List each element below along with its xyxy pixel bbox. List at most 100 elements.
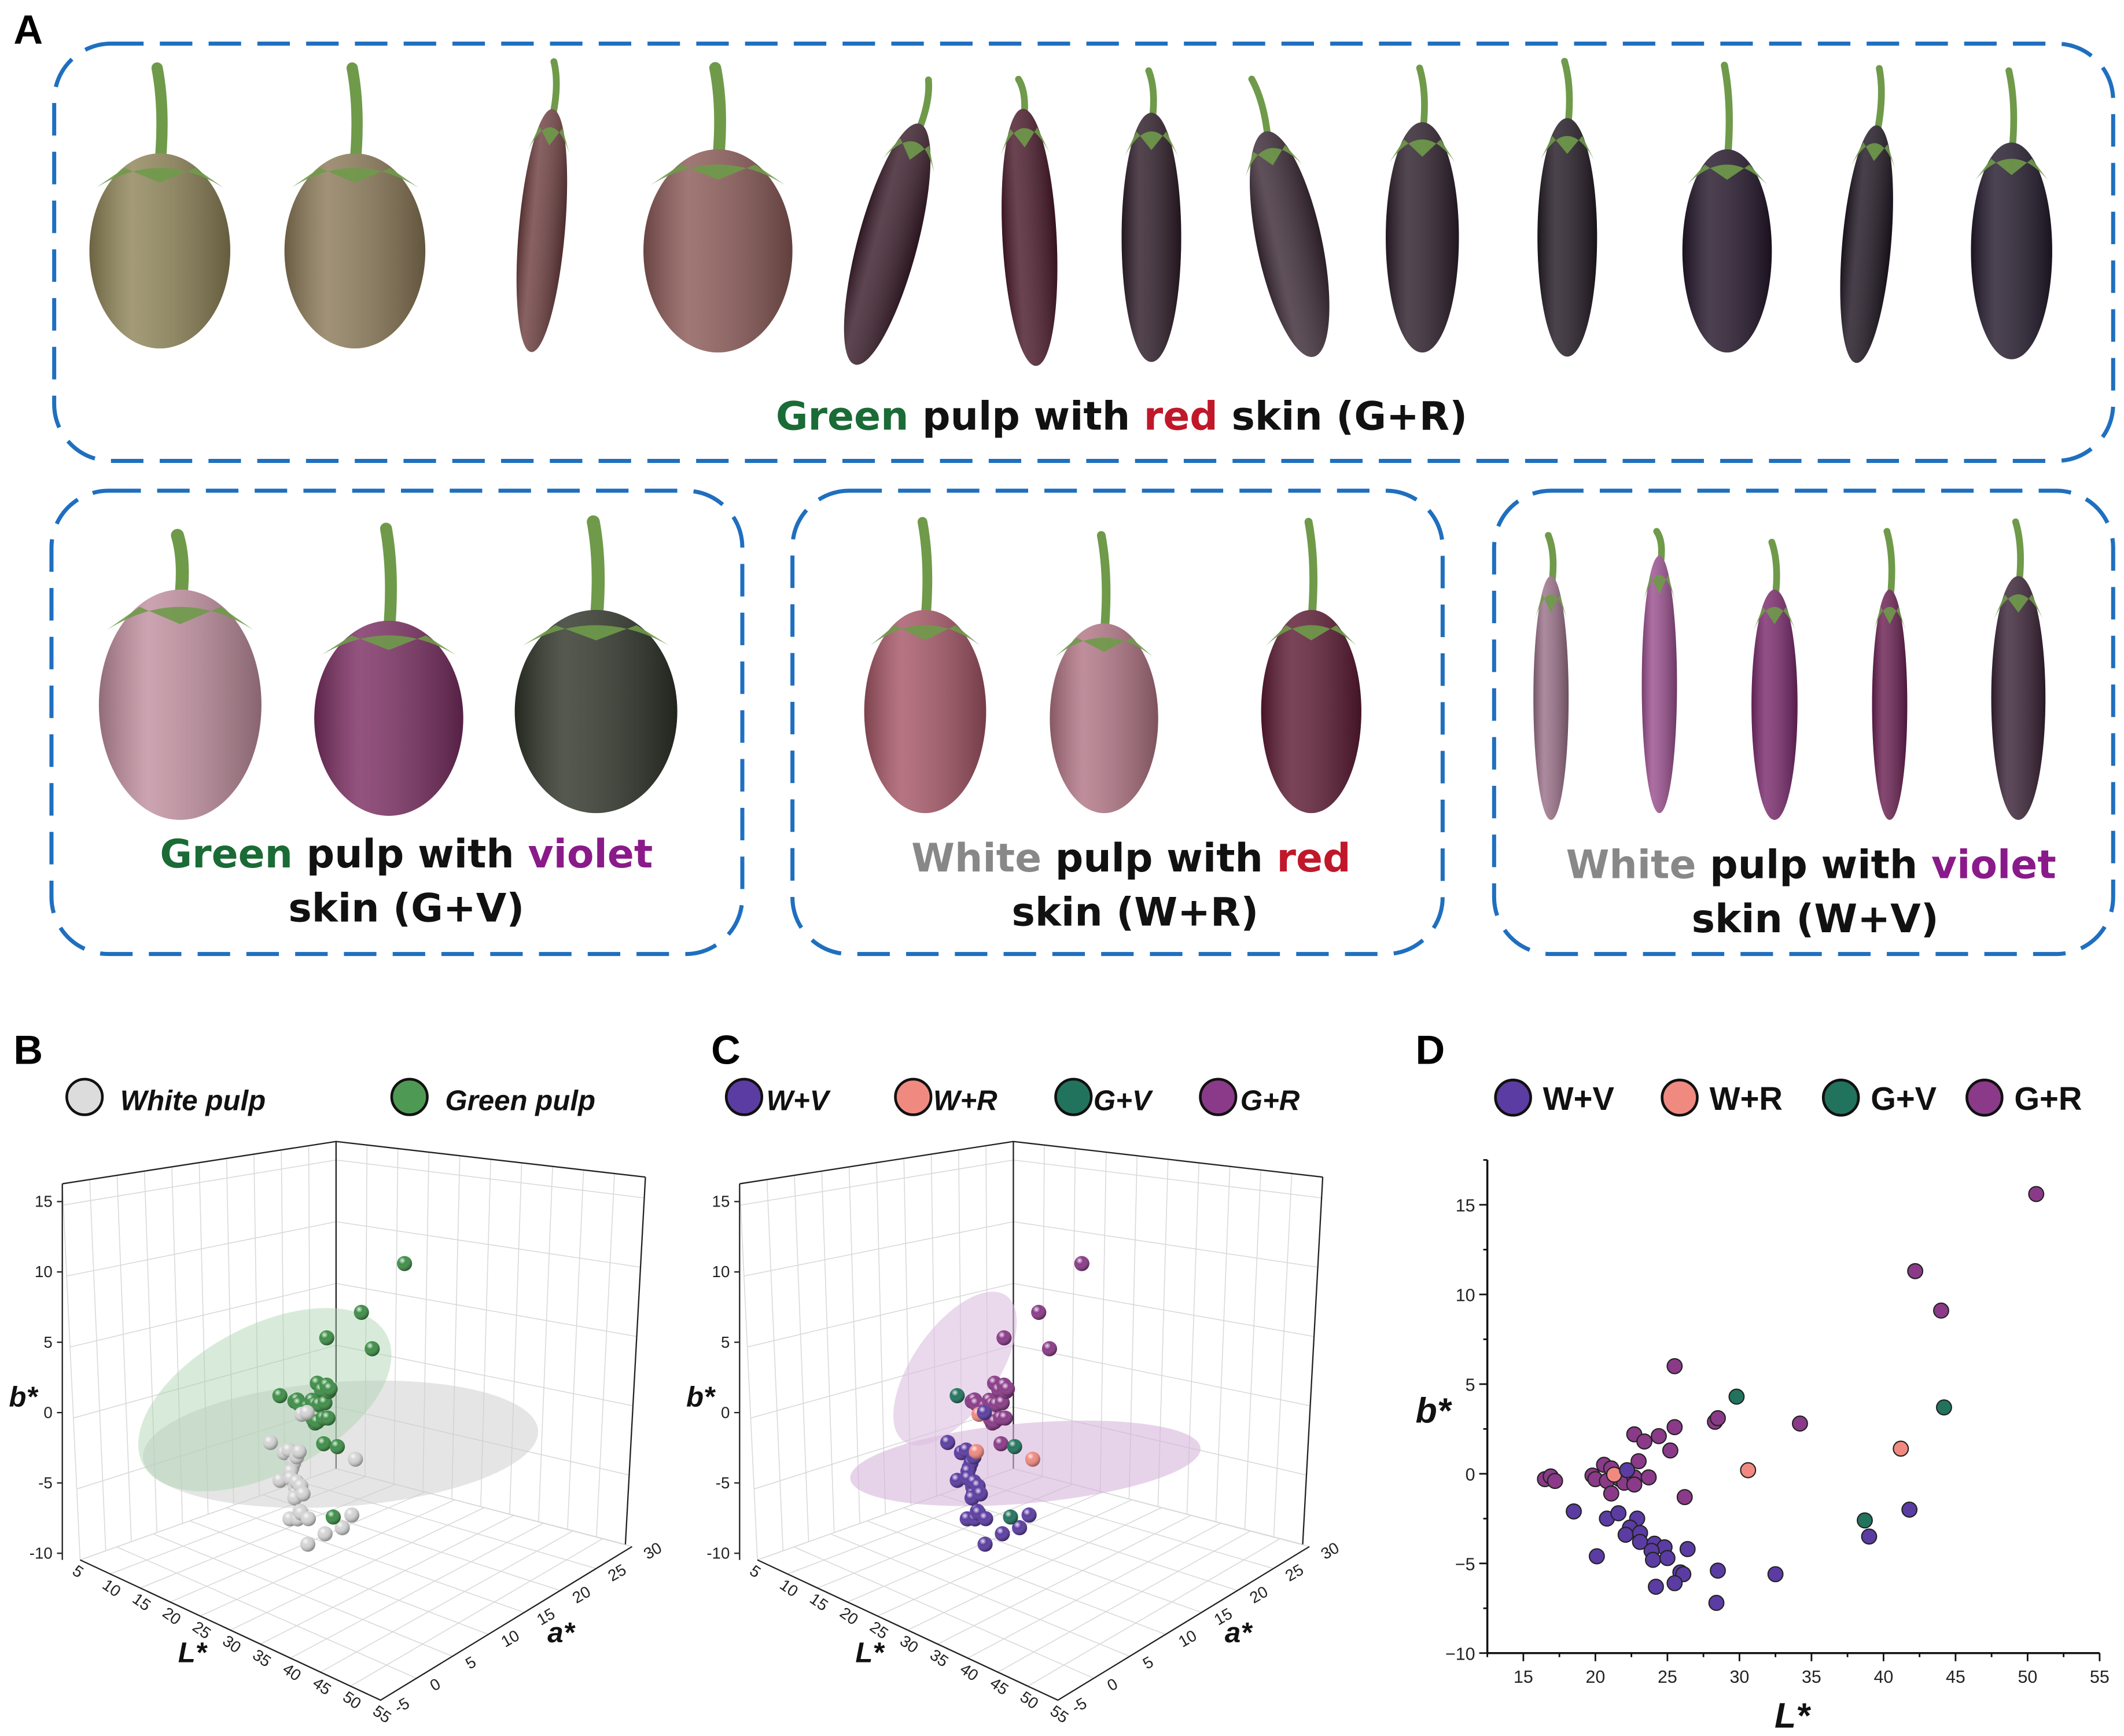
legend-marker-green_pulp <box>390 1077 429 1116</box>
legend-label: W+V <box>766 1085 831 1117</box>
calyx <box>1540 136 1595 160</box>
point-highlight <box>263 1435 278 1450</box>
point-highlight <box>978 1511 993 1527</box>
group-box-gv <box>49 488 745 957</box>
fruit-shading <box>1386 122 1459 353</box>
legend-marker-G+R <box>1965 1079 2004 1117</box>
point-G+R <box>1792 1415 1808 1432</box>
point-highlight <box>295 1486 311 1502</box>
a-tick-label: 30 <box>1317 1539 1342 1563</box>
caption-word: violet <box>528 832 653 877</box>
a-tick-label: 20 <box>1246 1583 1271 1607</box>
eggplant <box>1121 67 1181 362</box>
point-highlight <box>329 1439 345 1454</box>
gridline <box>877 1499 1132 1617</box>
caption-gv-line2: skin (G+V) <box>288 885 524 931</box>
fruit-shading <box>1751 589 1798 820</box>
gridline <box>739 1183 758 1560</box>
gridline <box>116 1546 417 1679</box>
gridline <box>940 1494 1238 1591</box>
eggplant <box>1000 76 1058 366</box>
point-G+R <box>1933 1302 1949 1319</box>
point-G+R <box>1676 1489 1693 1506</box>
axis-title-ylabel: a* <box>1225 1617 1253 1649</box>
caption-word: White <box>911 836 1041 881</box>
l-tick-label: 55 <box>370 1702 395 1727</box>
b-tick-label: 5 <box>43 1333 52 1351</box>
fruit-shading <box>643 149 793 353</box>
point-G+R <box>1662 1442 1678 1459</box>
panel-label-b: B <box>13 1027 43 1072</box>
calyx <box>650 164 785 185</box>
x-tick-label: 15 <box>1514 1667 1533 1687</box>
caption-wr-line2: skin (W+R) <box>1012 890 1259 936</box>
point-W+V <box>1617 1527 1634 1543</box>
gridline <box>793 1546 1094 1679</box>
a-tick-label: 10 <box>1175 1626 1199 1650</box>
calyx <box>1000 127 1050 156</box>
b-tick-label: 15 <box>35 1193 53 1211</box>
floor-axes <box>757 1546 1310 1701</box>
point-highlight <box>977 1404 992 1421</box>
eggplant <box>1840 65 1895 363</box>
b-tick-label: -5 <box>38 1474 53 1492</box>
point-highlight <box>316 1436 332 1451</box>
chart-b-3d: White pulp Green pulp-10-5051015510152025… <box>9 1077 665 1727</box>
confidence-ellipse <box>850 1420 1201 1506</box>
caption-word: Green <box>160 832 293 877</box>
fruit-shading <box>864 610 986 814</box>
point-W+V <box>1666 1575 1683 1591</box>
eggplant <box>1533 532 1569 820</box>
point-highlight <box>940 1435 956 1450</box>
x-axis-title: L* <box>1775 1695 1812 1735</box>
caption-word: skin (G+V) <box>288 885 524 931</box>
point-W+V <box>1610 1505 1627 1521</box>
point-highlight <box>969 1444 984 1459</box>
calyx <box>96 168 223 188</box>
floor-axes <box>79 1546 633 1701</box>
a-tick-label: 30 <box>640 1539 665 1563</box>
axis-title-xlabel: L* <box>855 1637 885 1669</box>
point-W+R <box>1893 1440 1909 1457</box>
point-W+R <box>1740 1462 1757 1478</box>
calyx <box>1643 575 1676 601</box>
b-tick-label: 0 <box>43 1403 52 1421</box>
point-W+V <box>1708 1595 1725 1611</box>
legend-label: White pulp <box>120 1085 266 1117</box>
caption-word: Green <box>776 394 909 440</box>
box-edge <box>624 1177 646 1544</box>
calyx <box>528 126 570 154</box>
stem <box>151 62 168 173</box>
y-tick-label: −10 <box>1445 1644 1475 1664</box>
point-highlight <box>319 1330 334 1345</box>
eggplant <box>1641 528 1677 814</box>
caption-gr-line1: Green pulp with red skin (G+R) <box>776 394 1467 440</box>
fruit-shading <box>1840 125 1893 363</box>
caption-word: White <box>1566 843 1696 888</box>
legend-label: G+V <box>1871 1080 1937 1117</box>
x-tick-label: 45 <box>1946 1667 1965 1687</box>
fruit-shading <box>1971 142 2052 359</box>
caption-word: pulp with <box>1041 836 1276 881</box>
gridline <box>263 1494 561 1591</box>
panel-label-c: C <box>711 1027 741 1072</box>
point-G+R <box>1710 1410 1726 1426</box>
point-G+R <box>1666 1358 1683 1374</box>
gridline <box>967 1522 1221 1659</box>
legend-marker-G+V <box>1054 1077 1093 1116</box>
eggplant <box>1537 57 1597 357</box>
point-W+V <box>1566 1503 1582 1520</box>
stem <box>1304 517 1317 628</box>
fruit-shading <box>89 153 231 349</box>
calyx <box>291 168 418 188</box>
calyx <box>870 625 980 646</box>
point-highlight <box>996 1330 1012 1345</box>
legend-marker-W+V <box>1494 1079 1532 1117</box>
group-box-wr <box>790 488 1445 957</box>
fruit-shading <box>844 123 931 365</box>
point-highlight <box>977 1536 993 1552</box>
legend-marker-W+R <box>894 1077 933 1116</box>
caption-word: skin (G+R) <box>1218 394 1467 440</box>
calyx <box>1851 142 1895 169</box>
l-tick-label: 55 <box>1047 1702 1072 1727</box>
